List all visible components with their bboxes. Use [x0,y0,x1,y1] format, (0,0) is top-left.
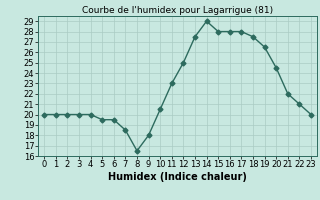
X-axis label: Humidex (Indice chaleur): Humidex (Indice chaleur) [108,172,247,182]
Title: Courbe de l'humidex pour Lagarrigue (81): Courbe de l'humidex pour Lagarrigue (81) [82,6,273,15]
